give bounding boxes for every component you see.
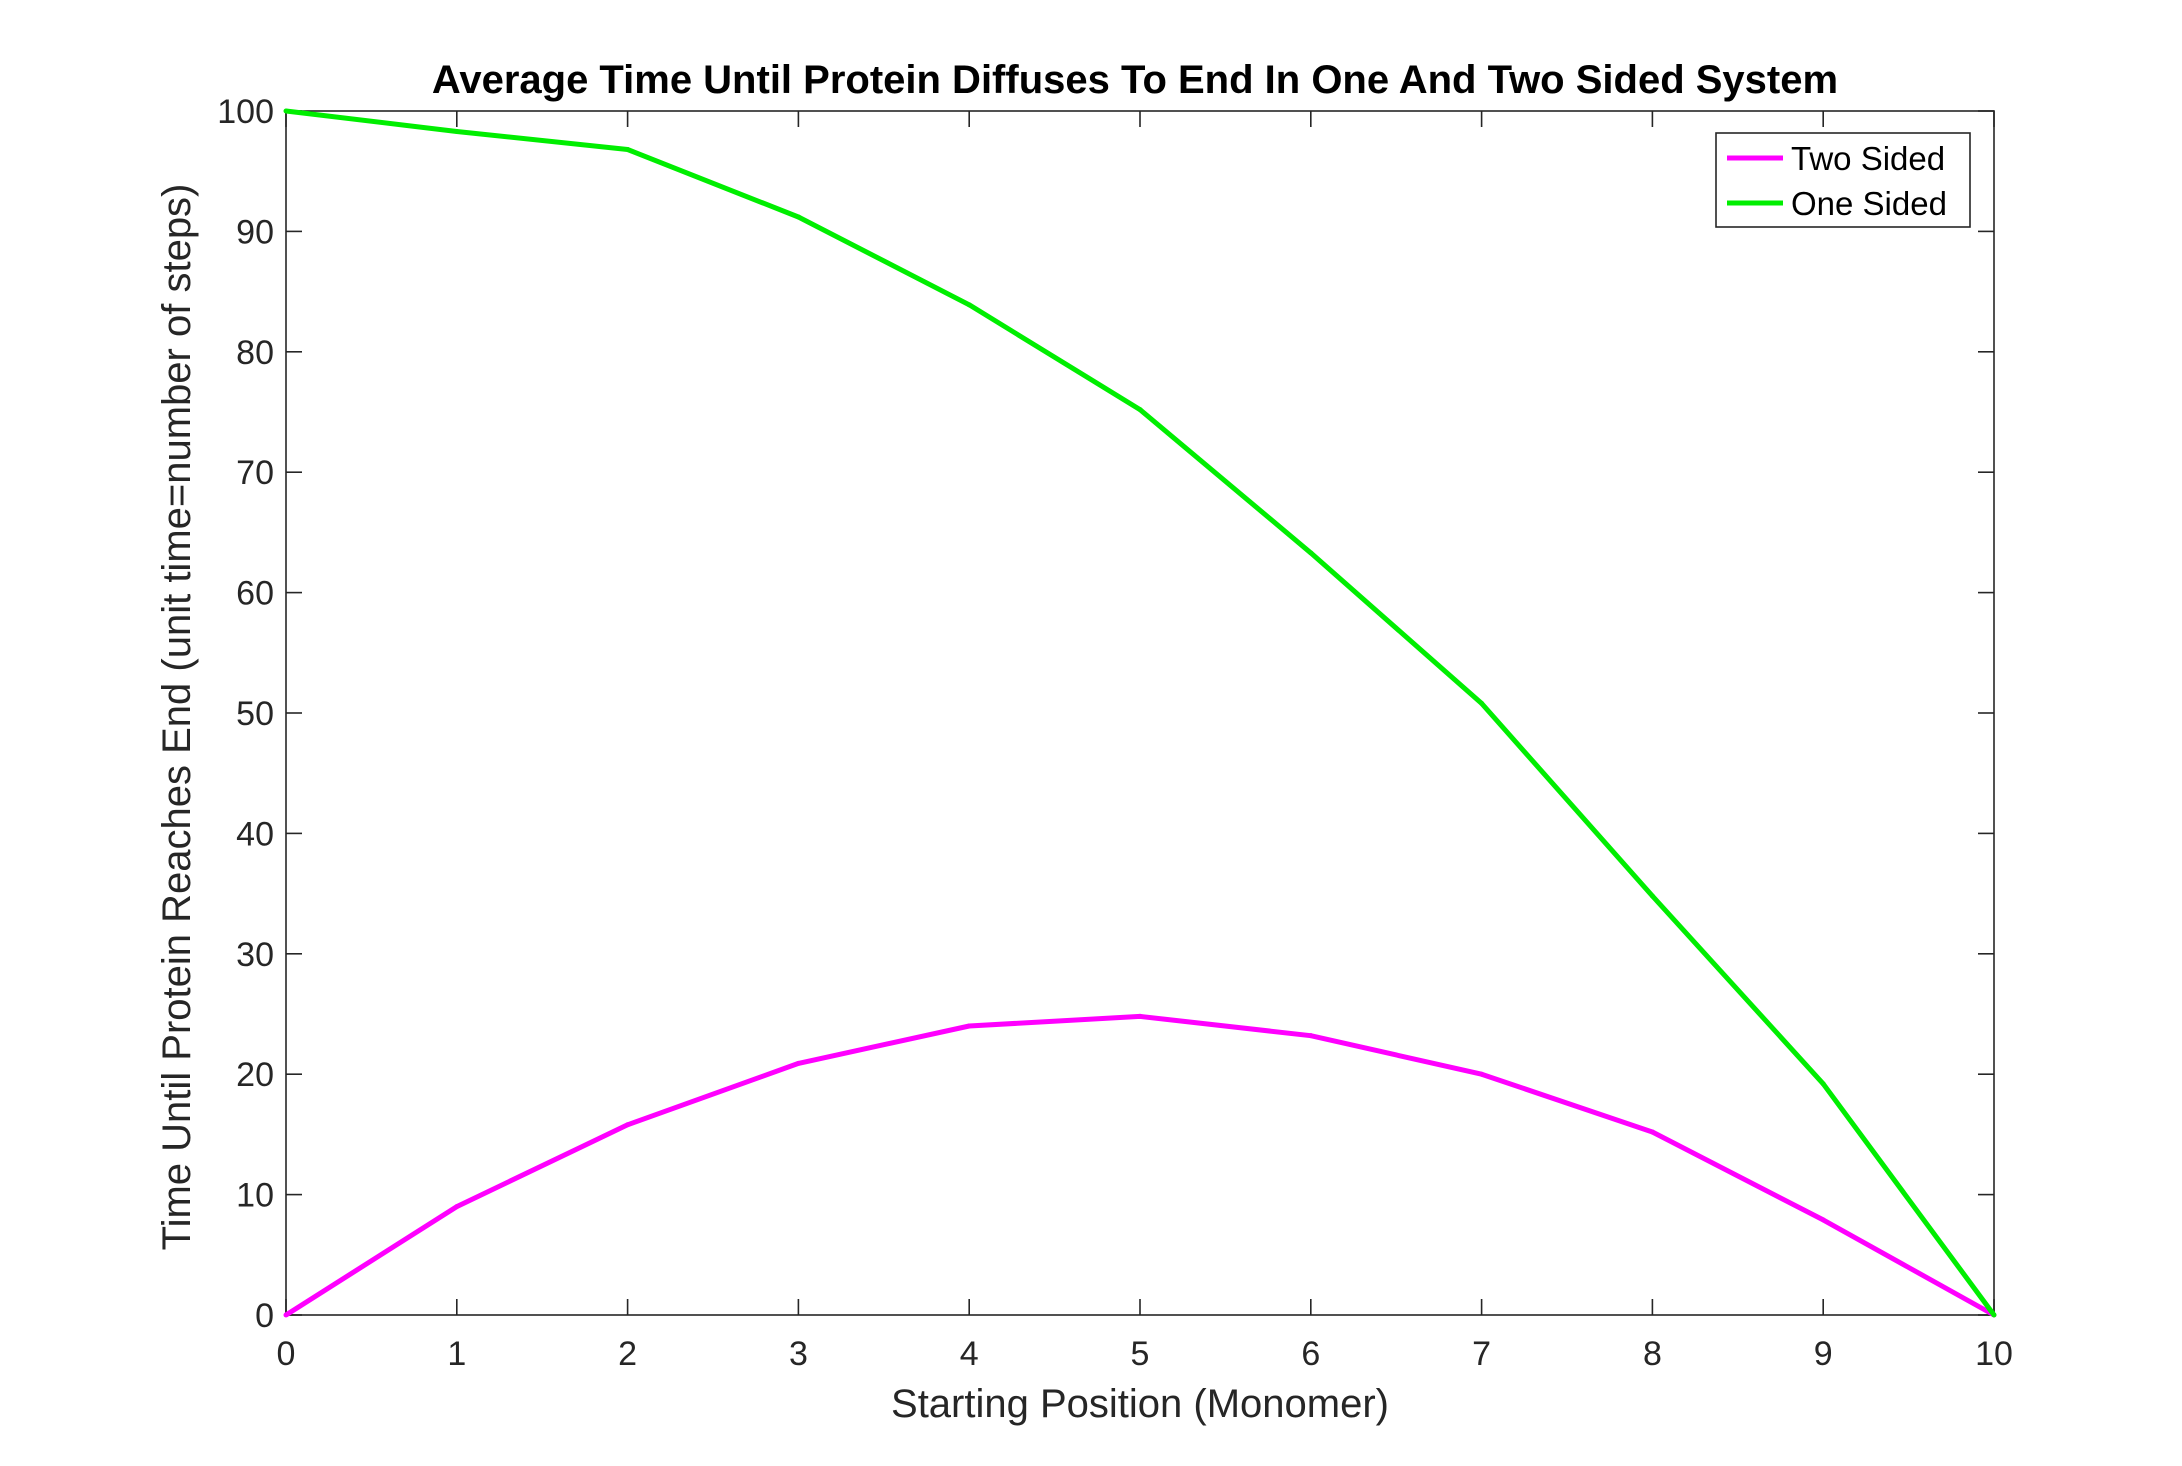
data-point: [1308, 1033, 1314, 1039]
data-point: [1820, 1081, 1826, 1087]
data-point: [795, 214, 801, 220]
y-tick-label: 0: [255, 1297, 274, 1335]
data-point: [1479, 700, 1485, 706]
data-point: [454, 1204, 460, 1210]
x-tick-label: 2: [618, 1335, 637, 1373]
data-point: [1137, 1013, 1143, 1019]
legend-label-one-sided: One Sided: [1791, 185, 1947, 222]
legend-box: [1715, 132, 1971, 228]
data-point: [1991, 1312, 1997, 1318]
data-point: [966, 1023, 972, 1029]
legend: Two Sided One Sided: [1715, 132, 1971, 228]
x-tick-label: 7: [1472, 1335, 1491, 1373]
axes-box: [285, 110, 1995, 1316]
x-tick-label: 4: [960, 1335, 979, 1373]
y-tick-label: 80: [236, 334, 274, 372]
series-layer: [283, 108, 1997, 1318]
y-tick-label: 40: [236, 815, 274, 853]
x-tick-label: 0: [277, 1335, 296, 1373]
x-tick-label: 10: [1975, 1335, 2013, 1373]
x-tick-label: 8: [1643, 1335, 1662, 1373]
data-point: [625, 1122, 631, 1128]
data-point: [283, 1312, 289, 1318]
y-tick-label: 30: [236, 936, 274, 974]
y-tick-label: 10: [236, 1177, 274, 1215]
legend-label-two-sided: Two Sided: [1791, 140, 1945, 177]
x-tick-label: 6: [1301, 1335, 1320, 1373]
data-point: [1820, 1217, 1826, 1223]
x-tick-label: 5: [1131, 1335, 1150, 1373]
x-tick-label: 1: [447, 1335, 466, 1373]
y-axis-label: Time Until Protein Reaches End (unit tim…: [155, 184, 199, 1251]
data-point: [1649, 893, 1655, 899]
x-tick-label: 3: [789, 1335, 808, 1373]
data-point: [625, 147, 631, 153]
data-point: [966, 302, 972, 308]
x-tick-label: 9: [1814, 1335, 1833, 1373]
x-axis-label: Starting Position (Monomer): [891, 1382, 1389, 1426]
data-point: [1479, 1071, 1485, 1077]
data-point: [283, 108, 289, 114]
data-point: [1308, 550, 1314, 556]
data-point: [795, 1060, 801, 1066]
y-tick-label: 20: [236, 1056, 274, 1094]
y-tick-label: 60: [236, 575, 274, 613]
data-point: [454, 128, 460, 134]
data-point: [1649, 1129, 1655, 1135]
y-tick-label: 90: [236, 213, 274, 251]
chart-title: Average Time Until Protein Diffuses To E…: [432, 58, 1838, 102]
y-tick-label: 50: [236, 695, 274, 733]
data-point: [1137, 407, 1143, 413]
y-tick-label: 70: [236, 454, 274, 492]
y-tick-label: 100: [217, 93, 274, 131]
